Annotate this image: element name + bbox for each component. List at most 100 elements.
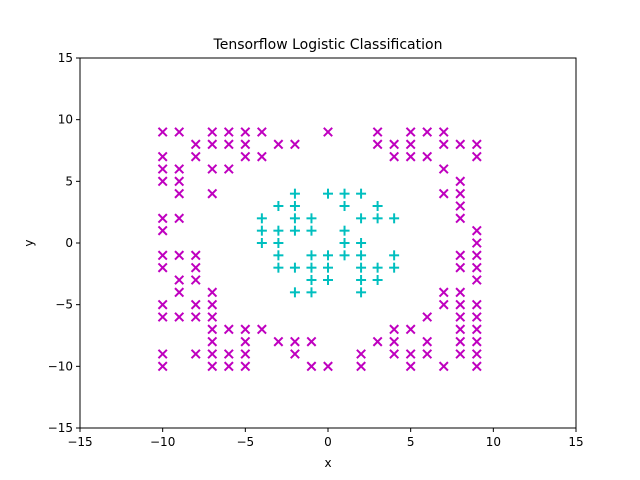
plus-point (339, 250, 350, 261)
cross-point (207, 188, 218, 199)
cross-point (174, 312, 185, 322)
x-tick-label: −5 (236, 435, 254, 449)
y-tick-label: 0 (65, 236, 73, 250)
plus-point (356, 262, 367, 273)
cross-point (455, 324, 466, 335)
x-tick-label: 5 (407, 435, 415, 449)
plus-point (273, 201, 284, 211)
y-axis: −15 −10 −5 0 5 10 15 (48, 51, 80, 435)
cross-point (422, 127, 433, 137)
cross-point (174, 287, 185, 298)
plus-point (356, 238, 367, 248)
plus-point (289, 188, 300, 199)
plus-point (339, 225, 350, 236)
plus-point (273, 250, 284, 261)
cross-point (405, 324, 416, 335)
cross-point (455, 250, 466, 261)
cross-point (240, 349, 251, 359)
cross-point (372, 127, 383, 137)
y-tick-label: −10 (48, 359, 73, 373)
plus-point (339, 201, 350, 211)
cross-point (190, 262, 201, 273)
plus-point (323, 262, 333, 273)
cross-point (174, 188, 185, 199)
plus-point (356, 250, 367, 261)
cross-point (405, 151, 416, 162)
cross-point (207, 299, 218, 310)
cross-point (471, 238, 482, 248)
plus-point (306, 275, 317, 285)
cross-point (290, 139, 300, 150)
cross-point (455, 188, 466, 199)
cross-point (405, 361, 416, 372)
plus-point (273, 238, 284, 248)
plus-point (356, 275, 367, 285)
cross-point (174, 164, 185, 174)
plus-point (356, 287, 367, 298)
cross-point (455, 336, 466, 347)
cross-point (223, 164, 234, 174)
plus-point (323, 250, 333, 261)
cross-point (223, 127, 234, 137)
cross-point (207, 361, 218, 372)
cross-point (240, 127, 251, 137)
plus-point (389, 262, 400, 273)
plus-point (306, 262, 317, 273)
cross-point (455, 299, 466, 310)
plus-point (356, 213, 367, 224)
cross-point (190, 139, 201, 150)
cross-point (306, 361, 317, 372)
cross-point (438, 139, 449, 150)
plus-point (372, 262, 383, 273)
cross-point (190, 299, 201, 310)
cross-point (256, 127, 267, 137)
cross-point (190, 349, 201, 359)
cross-point (455, 287, 466, 298)
plus-point (389, 250, 400, 261)
cross-point (471, 262, 482, 273)
plus-point (306, 250, 317, 261)
plus-point (273, 262, 284, 273)
plus-point (323, 188, 333, 199)
cross-point (207, 324, 218, 335)
cross-point (438, 361, 449, 372)
cross-point (256, 151, 267, 162)
cross-point (389, 151, 400, 162)
cross-point (438, 127, 449, 137)
cross-point (471, 324, 482, 335)
plus-point (372, 275, 383, 285)
cross-point (190, 250, 201, 261)
cross-point (471, 336, 482, 347)
cross-point (438, 188, 449, 199)
cross-point (174, 176, 185, 187)
cross-point (389, 139, 400, 150)
x-tick-label: 10 (486, 435, 501, 449)
cross-point (190, 312, 201, 322)
cross-point (223, 349, 234, 359)
x-tick-label: −15 (67, 435, 92, 449)
plus-point (289, 225, 300, 236)
plus-point (289, 213, 300, 224)
cross-point (356, 349, 366, 359)
cross-point (471, 250, 482, 261)
plus-point (372, 213, 383, 224)
plus-point (289, 262, 300, 273)
x-axis: −15 −10 −5 0 5 10 15 (67, 428, 584, 449)
cross-point (323, 127, 333, 137)
y-tick-label: 5 (65, 174, 73, 188)
plus-point (339, 238, 350, 248)
cross-point (471, 312, 482, 322)
cross-point (174, 250, 185, 261)
cross-point (438, 164, 449, 174)
cross-point (207, 287, 218, 298)
cross-point (405, 349, 416, 359)
cross-point (455, 262, 466, 273)
cross-point (422, 349, 433, 359)
cross-point (207, 164, 218, 174)
cross-point (471, 361, 482, 372)
cross-point (157, 127, 168, 137)
points-layer (157, 127, 482, 372)
cross-point (157, 250, 168, 261)
cross-point (223, 361, 234, 372)
